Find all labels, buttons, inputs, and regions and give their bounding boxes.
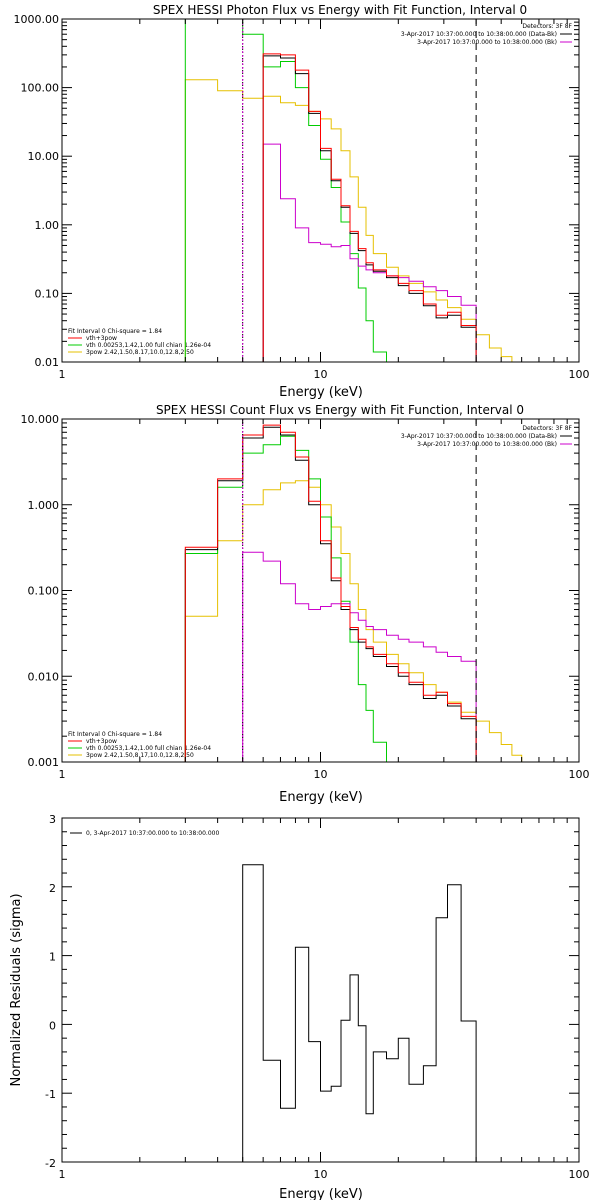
photon-fit-vth-text: vth 0.00253,1.42,1.00 full chian 1.26e-0… <box>86 342 211 349</box>
residuals-series-0-line <box>242 864 477 1162</box>
photon-series-1-line <box>184 19 387 362</box>
residuals-axes-frame <box>61 817 580 1163</box>
photon-series-2-line <box>262 143 477 362</box>
count-data-bk-text: 3-Apr-2017 10:37:00.000 to 10:38:00.000 … <box>401 433 557 440</box>
photon-data-bk-text: 3-Apr-2017 10:37:00.000 to 10:38:00.000 … <box>401 31 557 38</box>
photon-x-tick-label: 1 <box>59 368 66 381</box>
residuals-y-tick-label: -2 <box>45 1157 56 1170</box>
count-series-2-line <box>242 551 477 762</box>
photon-fit-model-text: vth+3pow <box>86 335 117 342</box>
photon-series-4-line <box>262 53 477 362</box>
count-y-tick-label: 1.000 <box>28 499 60 512</box>
residuals-panel: Energy (keV) Normalized Residuals (sigma… <box>9 813 590 1200</box>
count-top-right-info: Detectors: 3F 8F 3-Apr-2017 10:37:00.000… <box>401 425 573 448</box>
photon-series-0-line <box>184 79 513 362</box>
residuals-x-axis-label: Energy (keV) <box>279 1187 363 1200</box>
photon-bk-text: 3-Apr-2017 10:37:00.000 to 10:38:00.000 … <box>417 39 557 46</box>
count-flux-panel: SPEX HESSI Count Flux vs Energy with Fit… <box>21 403 590 805</box>
count-bk-text: 3-Apr-2017 10:37:00.000 to 10:38:00.000 … <box>417 441 557 448</box>
residuals-plot-area <box>242 864 477 1162</box>
count-y-tick-label: 0.001 <box>28 756 60 769</box>
residuals-legend-text: 0, 3-Apr-2017 10:37:00.000 to 10:38:00.0… <box>86 830 219 837</box>
photon-detectors-text: Detectors: 3F 8F <box>522 23 572 30</box>
residuals-x-tick-label: 1 <box>59 1168 66 1181</box>
count-chart-title: SPEX HESSI Count Flux vs Energy with Fit… <box>156 403 524 417</box>
count-series-3-line <box>184 426 477 762</box>
count-fit-legend: Fit Interval 0 Chi-square = 1.84 vth+3po… <box>68 731 211 759</box>
count-y-tick-label: 10.000 <box>21 413 60 426</box>
residuals-y-tick-label: 2 <box>49 882 56 895</box>
photon-x-tick-label: 100 <box>569 368 590 381</box>
photon-y-tick-label: 10.00 <box>28 150 60 163</box>
residuals-y-tick-label: 0 <box>49 1019 56 1032</box>
count-y-tick-label: 0.010 <box>28 670 60 683</box>
residuals-y-tick-label: -1 <box>45 1088 56 1101</box>
photon-x-axis-label: Energy (keV) <box>279 385 363 400</box>
count-detectors-text: Detectors: 3F 8F <box>522 425 572 432</box>
residuals-y-tick-label: 1 <box>49 951 56 964</box>
photon-chart-title: SPEX HESSI Photon Flux vs Energy with Fi… <box>153 3 527 17</box>
count-series-0-line <box>184 480 531 762</box>
count-fit-model-text: vth+3pow <box>86 738 117 745</box>
photon-y-tick-label: 1.00 <box>35 219 60 232</box>
photon-top-right-info: Detectors: 3F 8F 3-Apr-2017 10:37:00.000… <box>401 23 573 46</box>
count-x-tick-label: 1 <box>59 768 66 781</box>
residuals-x-tick-label: 100 <box>569 1168 590 1181</box>
photon-axes-frame <box>61 18 580 363</box>
residuals-x-tick-label: 10 <box>314 1168 328 1181</box>
count-fit-3pow-text: 3pow 2.42,1.50,8.17,10.0,12.8,2.50 <box>86 752 194 759</box>
residuals-y-tick-label: 3 <box>49 813 56 826</box>
photon-flux-panel: SPEX HESSI Photon Flux vs Energy with Fi… <box>14 3 590 400</box>
photon-y-tick-label: 100.00 <box>21 82 60 95</box>
count-x-axis-label: Energy (keV) <box>279 790 363 805</box>
photon-fit-interval-text: Fit Interval 0 Chi-square = 1.84 <box>68 328 162 335</box>
photon-fit-3pow-text: 3pow 2.42,1.50,8.17,10.0,12.8,2.50 <box>86 349 194 356</box>
count-fit-vth-text: vth 0.00253,1.42,1.00 full chian 1.26e-0… <box>86 745 211 752</box>
residuals-y-axis-label: Normalized Residuals (sigma) <box>9 893 24 1086</box>
count-fit-interval-text: Fit Interval 0 Chi-square = 1.84 <box>68 731 162 738</box>
photon-y-tick-label: 0.10 <box>35 287 60 300</box>
photon-fit-legend: Fit Interval 0 Chi-square = 1.84 vth+3po… <box>68 328 211 356</box>
count-x-tick-label: 100 <box>569 768 590 781</box>
count-series-1-line <box>184 435 387 762</box>
count-y-tick-label: 0.100 <box>28 585 60 598</box>
residuals-legend: 0, 3-Apr-2017 10:37:00.000 to 10:38:00.0… <box>70 830 219 837</box>
count-series-4-line <box>184 424 477 762</box>
photon-y-tick-label: 1000.00 <box>14 13 60 26</box>
photon-y-tick-label: 0.01 <box>35 356 60 369</box>
count-axes-frame <box>61 418 580 763</box>
photon-x-tick-label: 10 <box>314 368 328 381</box>
count-plot-area <box>184 419 531 762</box>
photon-plot-area <box>184 19 513 362</box>
count-x-tick-label: 10 <box>314 768 328 781</box>
